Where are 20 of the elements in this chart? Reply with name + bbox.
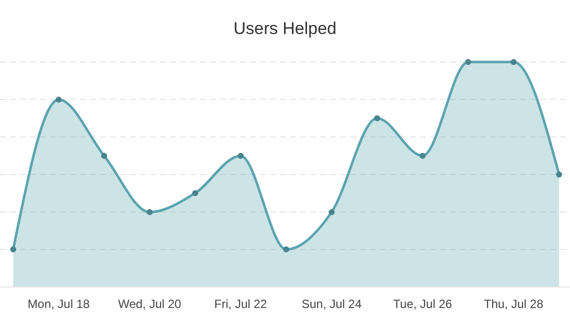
x-tick-label: Sun, Jul 24 [302,297,362,311]
point [556,172,562,178]
x-tick-label: Tue, Jul 26 [393,297,452,311]
x-tick-label: Thu, Jul 28 [484,297,544,311]
point [10,246,16,252]
x-tick-label: Mon, Jul 18 [28,297,90,311]
point [192,190,198,196]
point [56,96,62,103]
point [328,209,335,216]
point [374,115,380,122]
point [510,59,517,65]
point [283,246,290,252]
point [465,59,472,65]
point [146,209,153,216]
point [101,152,108,159]
point [238,152,244,159]
chart-title: Users Helped [234,19,336,38]
x-tick-label: Fri, Jul 22 [214,297,268,311]
x-tick-label: Wed, Jul 20 [118,297,182,311]
point [420,152,426,159]
